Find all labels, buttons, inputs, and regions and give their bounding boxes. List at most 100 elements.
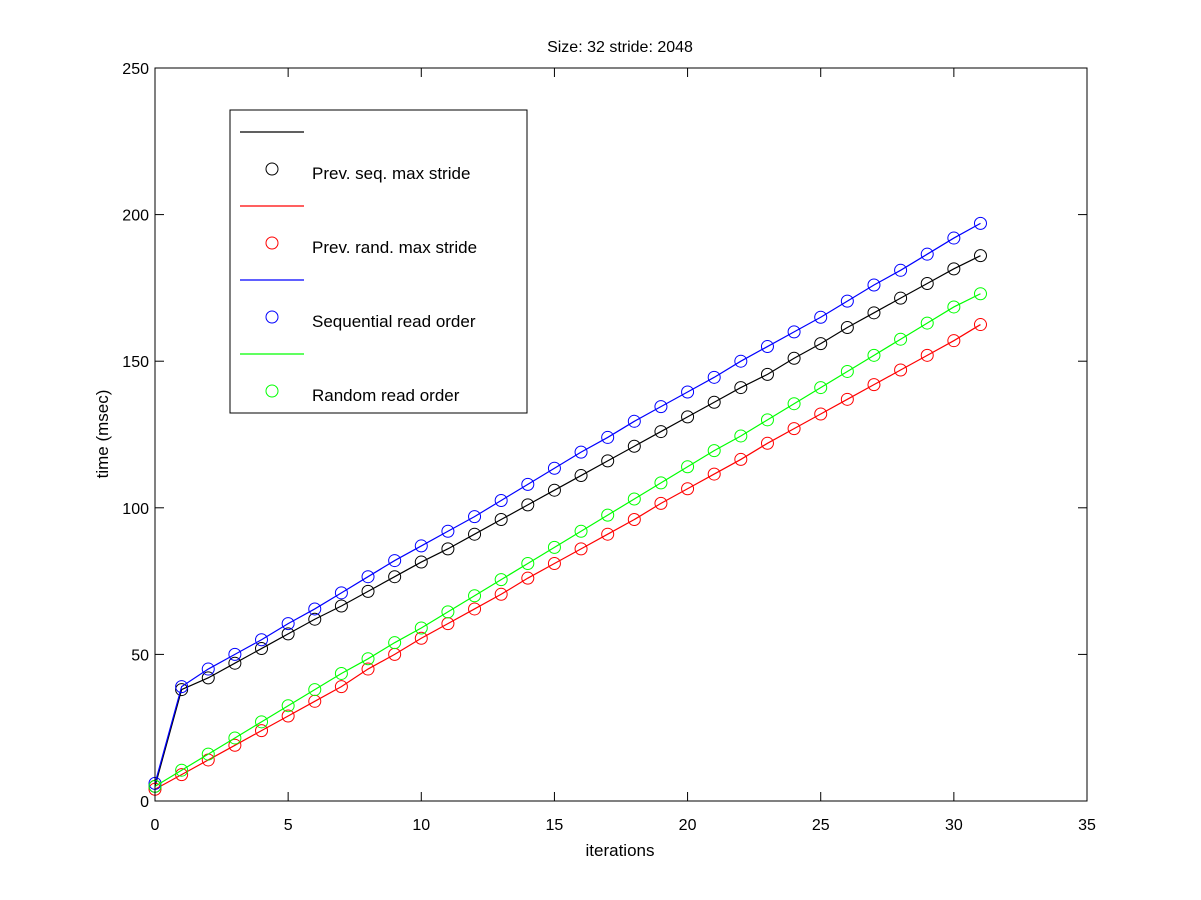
plot-series (148, 216, 987, 796)
data-point (894, 332, 908, 346)
x-tick-label: 20 (679, 817, 697, 834)
data-point (601, 508, 615, 522)
data-point (947, 262, 961, 276)
data-point (414, 539, 428, 553)
data-point (787, 351, 801, 365)
data-point (201, 747, 215, 761)
data-point (760, 340, 774, 354)
data-point (547, 557, 561, 571)
data-point (654, 496, 668, 510)
data-point (707, 370, 721, 384)
data-point (654, 476, 668, 490)
data-point (441, 542, 455, 556)
data-point (894, 363, 908, 377)
data-point (654, 425, 668, 439)
y-tick-label: 50 (131, 647, 149, 664)
data-point (681, 460, 695, 474)
x-tick-label: 35 (1078, 817, 1096, 834)
data-point (627, 492, 641, 506)
legend-box (229, 109, 528, 414)
data-point (308, 612, 322, 626)
x-tick-label: 10 (412, 817, 430, 834)
data-point (468, 589, 482, 603)
data-point (468, 510, 482, 524)
data-point (734, 429, 748, 443)
data-point (734, 381, 748, 395)
data-point (494, 573, 508, 587)
data-point (894, 291, 908, 305)
data-point (414, 555, 428, 569)
x-tick-label: 0 (151, 817, 160, 834)
data-point (760, 413, 774, 427)
data-point (201, 662, 215, 676)
legend-marker-swatch (265, 162, 279, 176)
data-point (787, 397, 801, 411)
series-line (154, 222, 981, 784)
data-point (228, 656, 242, 670)
data-point (547, 461, 561, 475)
data-point (361, 662, 375, 676)
data-point (947, 334, 961, 348)
data-point (627, 513, 641, 527)
data-point (574, 542, 588, 556)
data-point (920, 348, 934, 362)
data-point (814, 407, 828, 421)
data-point (760, 436, 774, 450)
data-point (388, 570, 402, 584)
data-point (521, 477, 535, 491)
x-axis-label: iterations (586, 841, 655, 860)
data-point (947, 300, 961, 314)
data-point (361, 652, 375, 666)
legend-label: Prev. rand. max stride (312, 238, 477, 257)
data-point (547, 483, 561, 497)
data-point (867, 378, 881, 392)
data-point (840, 364, 854, 378)
legend-marker-swatch (265, 236, 279, 250)
series-2 (148, 216, 987, 790)
data-point (281, 617, 295, 631)
data-point (361, 570, 375, 584)
data-point (494, 513, 508, 527)
y-tick-label: 200 (122, 208, 149, 225)
data-point (175, 768, 189, 782)
data-point (894, 263, 908, 277)
data-point (281, 699, 295, 713)
data-point (707, 467, 721, 481)
x-tick-label: 30 (945, 817, 963, 834)
data-point (947, 231, 961, 245)
data-point (973, 249, 987, 263)
legend-label: Sequential read order (312, 312, 476, 331)
data-point (228, 647, 242, 661)
data-point (814, 381, 828, 395)
series-line (154, 293, 981, 787)
data-point (175, 763, 189, 777)
data-point (867, 348, 881, 362)
data-point (414, 621, 428, 635)
data-point (787, 422, 801, 436)
data-point (334, 666, 348, 680)
data-point (760, 367, 774, 381)
x-tick-label: 25 (812, 817, 830, 834)
data-point (920, 316, 934, 330)
data-point (681, 482, 695, 496)
y-tick-label: 250 (122, 61, 149, 78)
data-point (175, 680, 189, 694)
data-point (681, 385, 695, 399)
series-line (154, 255, 981, 787)
data-point (787, 325, 801, 339)
data-point (334, 586, 348, 600)
data-point (255, 633, 269, 647)
data-point (441, 524, 455, 538)
data-point (627, 439, 641, 453)
data-point (334, 680, 348, 694)
y-axis-label: time (msec) (93, 390, 112, 479)
data-point (281, 627, 295, 641)
data-point (255, 642, 269, 656)
data-point (255, 724, 269, 738)
data-point (255, 715, 269, 729)
data-point (494, 493, 508, 507)
x-tick-label: 5 (284, 817, 293, 834)
data-point (441, 605, 455, 619)
x-tick-label: 15 (546, 817, 564, 834)
